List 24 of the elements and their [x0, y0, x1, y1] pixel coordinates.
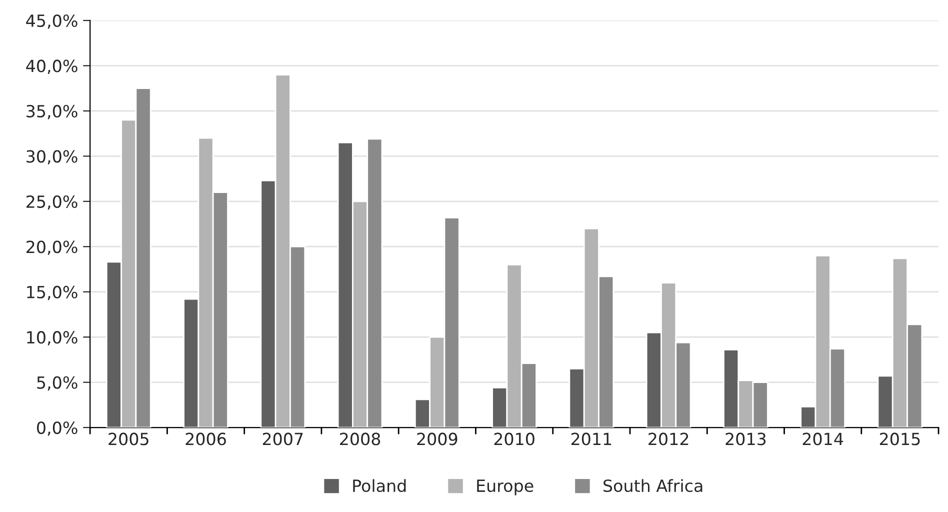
- y-tick-label: 15,0%: [27, 286, 78, 300]
- x-tick-label: 2011: [571, 432, 612, 446]
- y-tick-label: 10,0%: [27, 331, 78, 346]
- y-tick-label: 5,0%: [37, 376, 78, 391]
- x-tick-label: 2007: [262, 432, 303, 446]
- x-tick-label: 2006: [186, 432, 226, 446]
- x-tick-label: 2010: [494, 432, 534, 446]
- x-tick-label: 2009: [417, 432, 458, 446]
- y-tick-label: 40,0%: [26, 60, 78, 74]
- legend-label: Europe: [477, 480, 534, 496]
- y-tick-label: 30,0%: [26, 150, 78, 164]
- y-tick-label: 20,0%: [26, 240, 78, 255]
- y-tick-label: 35,0%: [26, 104, 78, 120]
- x-tick-label: 2005: [108, 432, 148, 446]
- legend-label: South Africa: [604, 479, 702, 492]
- legend-label: Poland: [353, 479, 406, 492]
- x-tick-label: 2008: [340, 432, 380, 446]
- x-tick-label: 2014: [802, 432, 844, 446]
- y-tick-label: 25,0%: [26, 195, 78, 210]
- x-tick-label: 2015: [880, 432, 920, 446]
- y-tick-label: 0,0%: [37, 421, 78, 436]
- x-tick-label: 2012: [648, 432, 688, 446]
- y-tick-label: 45,0%: [26, 14, 78, 29]
- x-tick-label: 2013: [726, 432, 766, 446]
